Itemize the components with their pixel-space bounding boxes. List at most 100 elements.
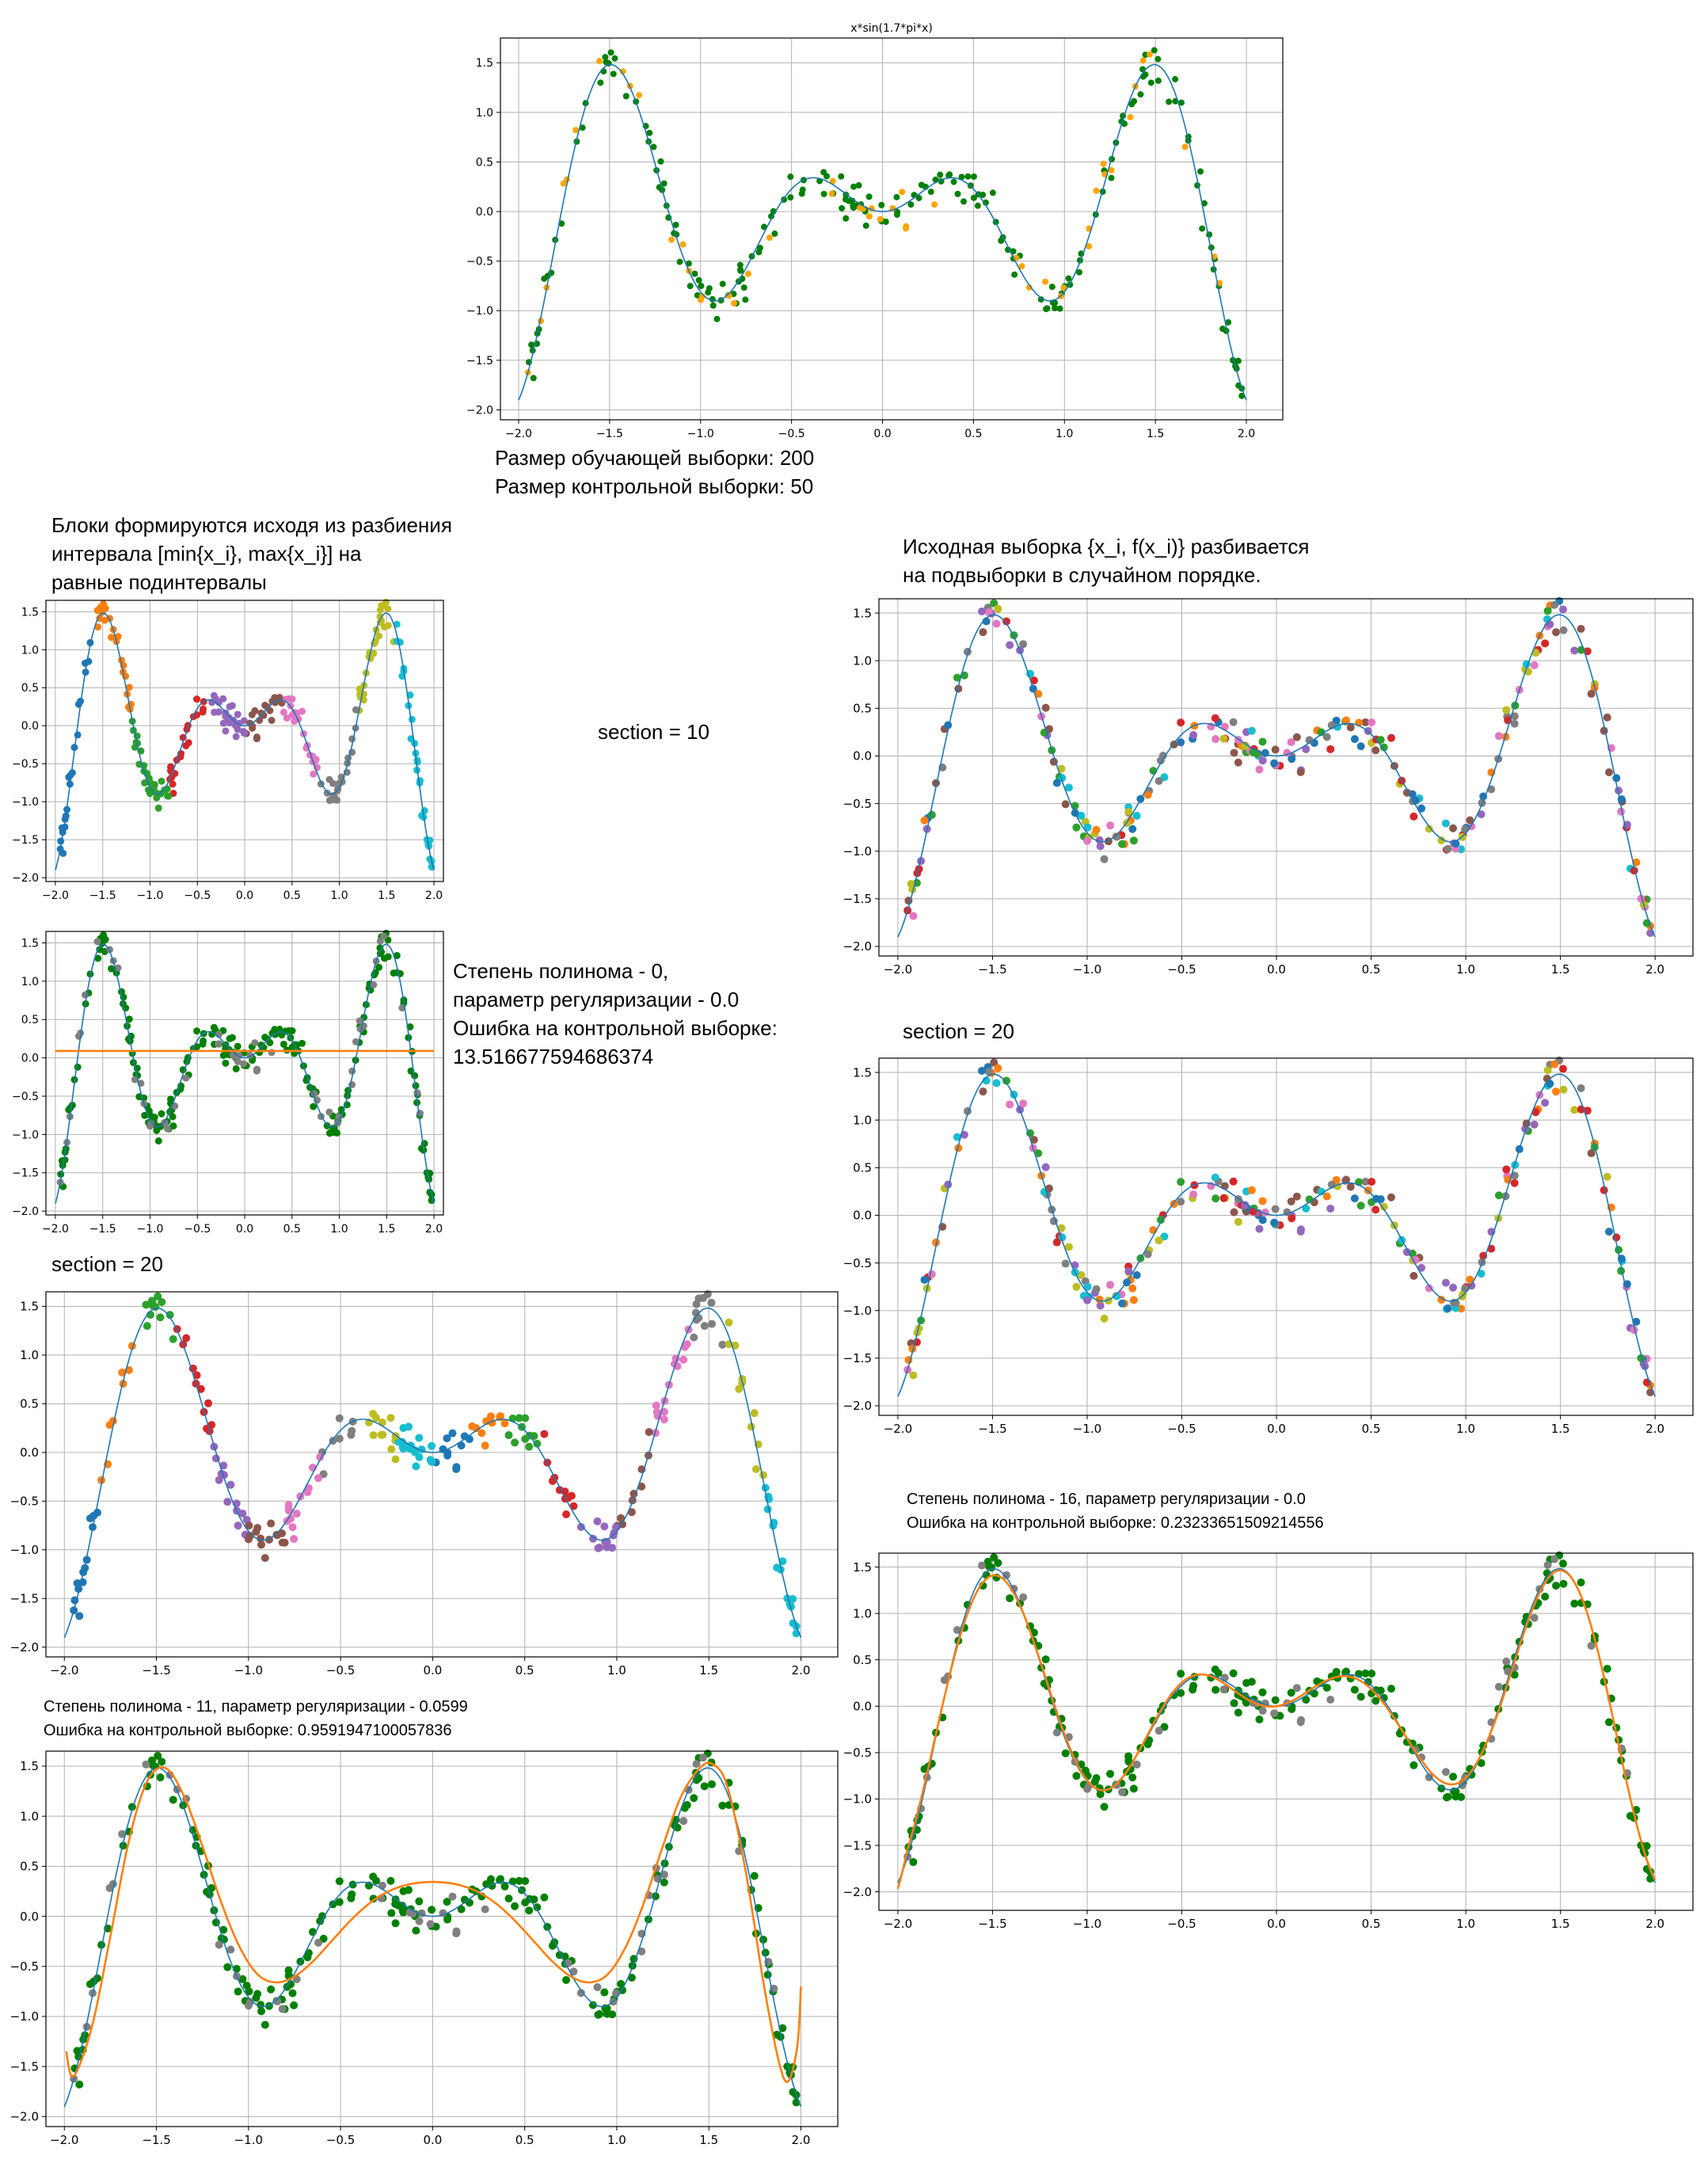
random-note-line-1: Исходная выборка {x_i, f(x_i)} разбивает… bbox=[903, 535, 1310, 558]
data-point bbox=[694, 1314, 703, 1323]
data-point bbox=[1124, 1757, 1133, 1765]
data-point bbox=[579, 124, 586, 131]
data-point bbox=[158, 1757, 166, 1766]
data-point bbox=[228, 1034, 236, 1042]
data-point bbox=[1034, 690, 1043, 699]
data-point bbox=[477, 1429, 486, 1438]
data-point bbox=[1211, 1665, 1219, 1674]
data-point bbox=[787, 173, 794, 181]
data-point bbox=[412, 1462, 420, 1471]
data-point bbox=[1552, 628, 1561, 637]
data-point bbox=[1057, 1224, 1066, 1232]
data-point bbox=[232, 733, 240, 741]
data-point bbox=[1151, 47, 1158, 54]
data-point bbox=[1052, 779, 1061, 787]
data-point bbox=[611, 1523, 620, 1532]
data-point bbox=[588, 2001, 597, 2009]
data-point bbox=[276, 1026, 283, 1034]
data-point bbox=[234, 710, 242, 718]
data-point bbox=[222, 727, 230, 735]
y-tick-label: 0.5 bbox=[853, 1161, 872, 1175]
data-point bbox=[500, 1419, 509, 1428]
data-point bbox=[253, 1067, 261, 1075]
data-point bbox=[1002, 1571, 1011, 1579]
data-point bbox=[352, 1038, 359, 1045]
x-tick-label: −1.0 bbox=[1073, 1917, 1101, 1931]
data-point bbox=[1371, 1205, 1380, 1214]
data-point bbox=[290, 1535, 299, 1544]
y-tick-label: 0.0 bbox=[853, 1209, 872, 1223]
data-point bbox=[1477, 1759, 1485, 1768]
data-point bbox=[267, 1985, 276, 1994]
y-tick-label: 1.5 bbox=[853, 1065, 872, 1080]
data-point bbox=[1350, 735, 1359, 744]
data-point bbox=[1002, 1076, 1011, 1085]
data-point bbox=[378, 948, 386, 956]
x-tick-label: −1.0 bbox=[1073, 1422, 1101, 1436]
data-point bbox=[1437, 836, 1446, 845]
data-point bbox=[97, 1940, 106, 1949]
x-tick-label: 0.0 bbox=[1267, 1422, 1286, 1436]
data-point bbox=[215, 708, 223, 716]
data-point bbox=[261, 1554, 269, 1563]
data-point bbox=[1129, 836, 1138, 845]
true-curve-line bbox=[55, 943, 435, 1204]
data-point bbox=[989, 189, 996, 196]
data-point bbox=[1019, 1099, 1028, 1108]
y-tick-label: 0.0 bbox=[20, 1910, 39, 1924]
data-point bbox=[776, 2032, 785, 2041]
data-point bbox=[984, 608, 993, 617]
data-point bbox=[718, 1801, 727, 1810]
data-point bbox=[149, 1761, 158, 1770]
data-point bbox=[617, 1979, 626, 1988]
data-point bbox=[448, 1892, 457, 1901]
data-point bbox=[1106, 1769, 1115, 1778]
data-point bbox=[504, 1431, 513, 1440]
data-point bbox=[1230, 1208, 1238, 1217]
data-point bbox=[600, 1522, 609, 1531]
true-curve-line bbox=[897, 614, 1656, 938]
y-tick-label: 0.5 bbox=[21, 1014, 39, 1026]
data-point bbox=[393, 969, 401, 977]
x-tick-label: −1.5 bbox=[142, 2133, 170, 2147]
y-tick-label: −1.0 bbox=[12, 1129, 39, 1141]
data-point bbox=[1587, 1641, 1596, 1650]
data-point bbox=[1229, 1669, 1238, 1677]
data-point bbox=[1543, 1066, 1552, 1075]
data-point bbox=[310, 770, 318, 778]
data-point bbox=[650, 143, 657, 150]
y-tick-label: −1.0 bbox=[466, 305, 493, 318]
data-point bbox=[452, 1464, 461, 1473]
data-point bbox=[1368, 1670, 1376, 1678]
data-point bbox=[240, 1060, 248, 1068]
x-tick-label: −2.0 bbox=[884, 1422, 912, 1436]
data-point bbox=[1249, 1207, 1257, 1216]
data-point bbox=[1558, 1559, 1567, 1568]
data-point bbox=[1550, 600, 1559, 609]
data-point bbox=[1060, 284, 1067, 291]
x-tick-label: −1.5 bbox=[596, 428, 623, 440]
data-point bbox=[267, 1519, 276, 1528]
y-tick-label: 0.0 bbox=[476, 206, 493, 219]
data-point bbox=[131, 744, 139, 752]
data-point bbox=[1417, 1753, 1426, 1761]
data-point bbox=[280, 1040, 287, 1048]
data-point bbox=[1100, 855, 1109, 863]
data-point bbox=[979, 628, 987, 637]
data-point bbox=[1605, 1228, 1614, 1236]
data-point bbox=[335, 1434, 344, 1443]
data-point bbox=[1096, 842, 1105, 851]
x-tick-label: 1.0 bbox=[1056, 428, 1073, 440]
data-point bbox=[1061, 1259, 1070, 1268]
data-point bbox=[428, 1441, 436, 1450]
data-point bbox=[569, 1967, 578, 1976]
data-point bbox=[1449, 1773, 1458, 1781]
data-point bbox=[1177, 738, 1185, 747]
data-point bbox=[1577, 624, 1585, 633]
data-point bbox=[86, 1514, 94, 1523]
data-point bbox=[1118, 840, 1127, 848]
data-point bbox=[1155, 777, 1163, 786]
data-point bbox=[1258, 1688, 1267, 1697]
data-point bbox=[405, 1445, 414, 1453]
data-point bbox=[619, 68, 626, 75]
